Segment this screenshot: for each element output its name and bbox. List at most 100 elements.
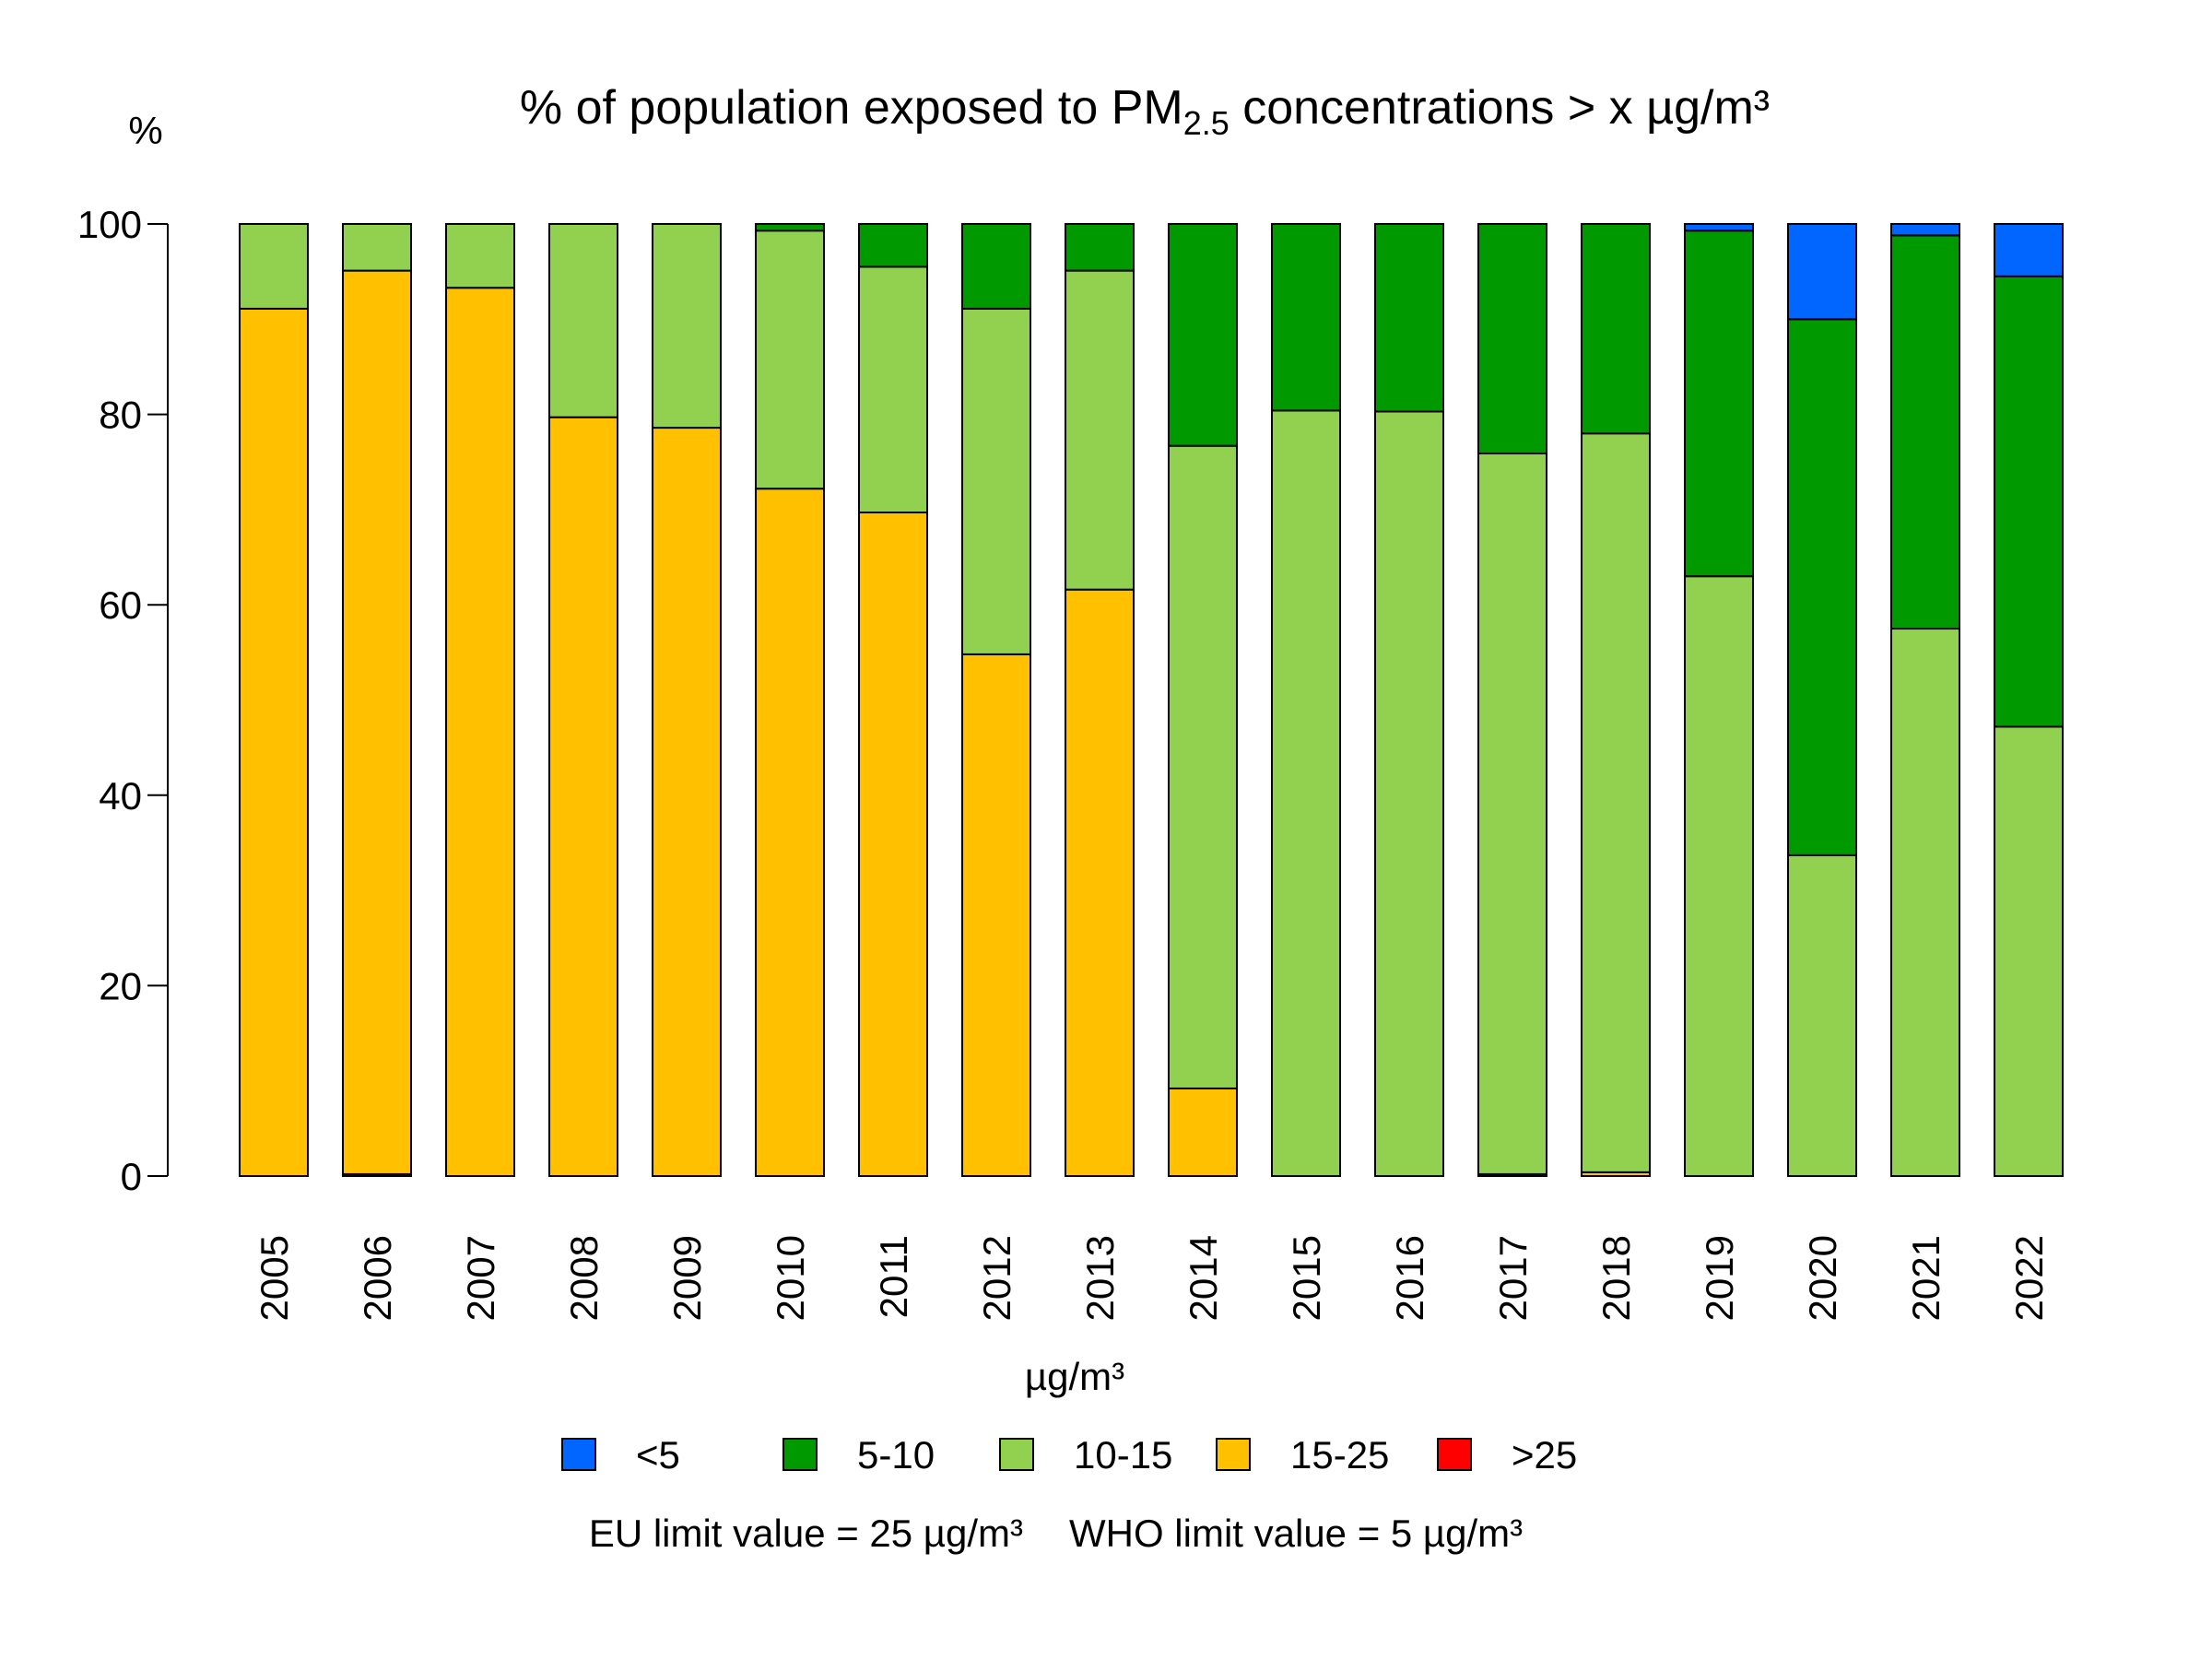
legend-swatch (782, 1438, 818, 1471)
bar-2012 (961, 223, 1031, 1177)
bar-segment (239, 307, 309, 1177)
eu-limit-note: EU limit value = 25 µg/m³ (589, 1512, 1023, 1555)
bar-segment (1168, 1087, 1238, 1177)
y-tick-label: 20 (99, 964, 142, 1007)
bar-segment (1994, 275, 2064, 728)
bar-2011 (858, 223, 928, 1177)
bar-2018 (1581, 223, 1651, 1178)
x-axis-label: µg/m³ (1025, 1355, 1124, 1398)
bar-segment (1168, 223, 1238, 447)
bar-segment (1684, 229, 1754, 578)
chart-title-suffix: concentrations > x µg/m³ (1230, 81, 1770, 135)
bar-segment (652, 223, 722, 429)
bar-2007 (445, 223, 515, 1177)
legend-label: 15-25 (1290, 1433, 1389, 1477)
who-limit-note: WHO limit value = 5 µg/m³ (1069, 1512, 1523, 1555)
bar-2006 (342, 223, 412, 1177)
y-tick-label: 80 (99, 394, 142, 437)
bar-segment (1787, 318, 1857, 856)
bar-segment (1065, 588, 1135, 1177)
y-tick-label: 40 (99, 774, 142, 818)
bar-segment (755, 223, 825, 232)
bars-group (239, 223, 2064, 1178)
x-tick-label: 2014 (1182, 1235, 1225, 1321)
chart-title-subscript: 2.5 (1183, 104, 1230, 142)
bar-2016 (1374, 223, 1444, 1178)
bar-segment (755, 229, 825, 490)
x-tick-label: 2012 (975, 1235, 1018, 1321)
legend-label: 10-15 (1074, 1433, 1172, 1477)
bar-segment (548, 416, 618, 1178)
bar-segment (858, 511, 928, 1177)
x-tick-label: 2016 (1388, 1235, 1431, 1321)
y-tick-label: 60 (99, 583, 142, 627)
bar-segment (961, 223, 1031, 310)
x-tick-label: 2007 (459, 1235, 502, 1321)
legend-swatch (1437, 1438, 1472, 1471)
bar-2005 (239, 223, 309, 1177)
bar-segment (1581, 223, 1651, 435)
x-tick-label: 2021 (1904, 1235, 1947, 1321)
bar-2022 (1994, 223, 2064, 1177)
bar-segment (548, 223, 618, 418)
x-tick-label: 2020 (1801, 1235, 1844, 1321)
bar-segment (1168, 444, 1238, 1089)
bar-segment (1787, 853, 1857, 1178)
y-tick-label: 100 (77, 203, 142, 246)
bar-segment (1890, 234, 1960, 630)
bar-segment (1581, 432, 1651, 1173)
x-tick-label: 2017 (1491, 1235, 1535, 1321)
bar-segment (652, 427, 722, 1177)
bar-segment (1994, 223, 2064, 277)
x-tick-label: 2015 (1285, 1235, 1328, 1321)
x-tick-label: 2009 (665, 1235, 709, 1321)
chart-title-prefix: % of population exposed to PM (520, 81, 1183, 135)
legend-item: <5 (561, 1433, 680, 1477)
bar-segment (1684, 575, 1754, 1177)
bar-segment (1374, 410, 1444, 1178)
bar-2017 (1477, 223, 1547, 1177)
bar-segment (342, 223, 412, 272)
y-tick-label: 0 (121, 1155, 142, 1198)
bar-segment (342, 269, 412, 1175)
bar-segment (1684, 223, 1754, 232)
bar-segment (961, 653, 1031, 1177)
x-tick-label: 2019 (1698, 1235, 1741, 1321)
bar-segment (1890, 628, 1960, 1177)
legend-swatch (561, 1438, 596, 1471)
bar-segment (858, 265, 928, 513)
legend: <5 5-10 10-15 15-25 >25 (561, 1433, 1577, 1477)
legend-label: >25 (1512, 1433, 1577, 1477)
legend-item: 15-25 (1216, 1433, 1389, 1477)
bar-2021 (1890, 223, 1960, 1177)
bar-segment (1994, 725, 2064, 1177)
x-tick-label: 2013 (1078, 1235, 1122, 1321)
bar-segment (1477, 223, 1547, 454)
bar-2019 (1684, 223, 1754, 1177)
bar-segment (1787, 223, 1857, 321)
bar-segment (858, 223, 928, 268)
legend-label: <5 (636, 1433, 680, 1477)
bar-2013 (1065, 223, 1135, 1177)
bar-segment (1890, 223, 1960, 237)
legend-item: 5-10 (782, 1433, 935, 1477)
bar-segment (1065, 223, 1135, 272)
legend-swatch (999, 1438, 1034, 1471)
legend-label: 5-10 (857, 1433, 935, 1477)
bar-segment (1065, 269, 1135, 591)
bar-2020 (1787, 223, 1857, 1178)
x-tick-label: 2008 (562, 1235, 606, 1321)
bar-segment (961, 307, 1031, 655)
bar-segment (1374, 223, 1444, 413)
bar-segment (1477, 452, 1547, 1175)
bar-2009 (652, 223, 722, 1177)
legend-item: >25 (1437, 1433, 1577, 1477)
bar-segment (445, 287, 515, 1177)
x-tick-label: 2006 (356, 1235, 399, 1321)
y-axis: 0 20 40 60 80 100 (77, 203, 169, 1198)
y-axis-label: % (128, 109, 162, 152)
chart-title: % of population exposed to PM2.5 concent… (520, 81, 1770, 142)
bar-segment (445, 223, 515, 289)
x-tick-label: 2005 (253, 1235, 296, 1321)
